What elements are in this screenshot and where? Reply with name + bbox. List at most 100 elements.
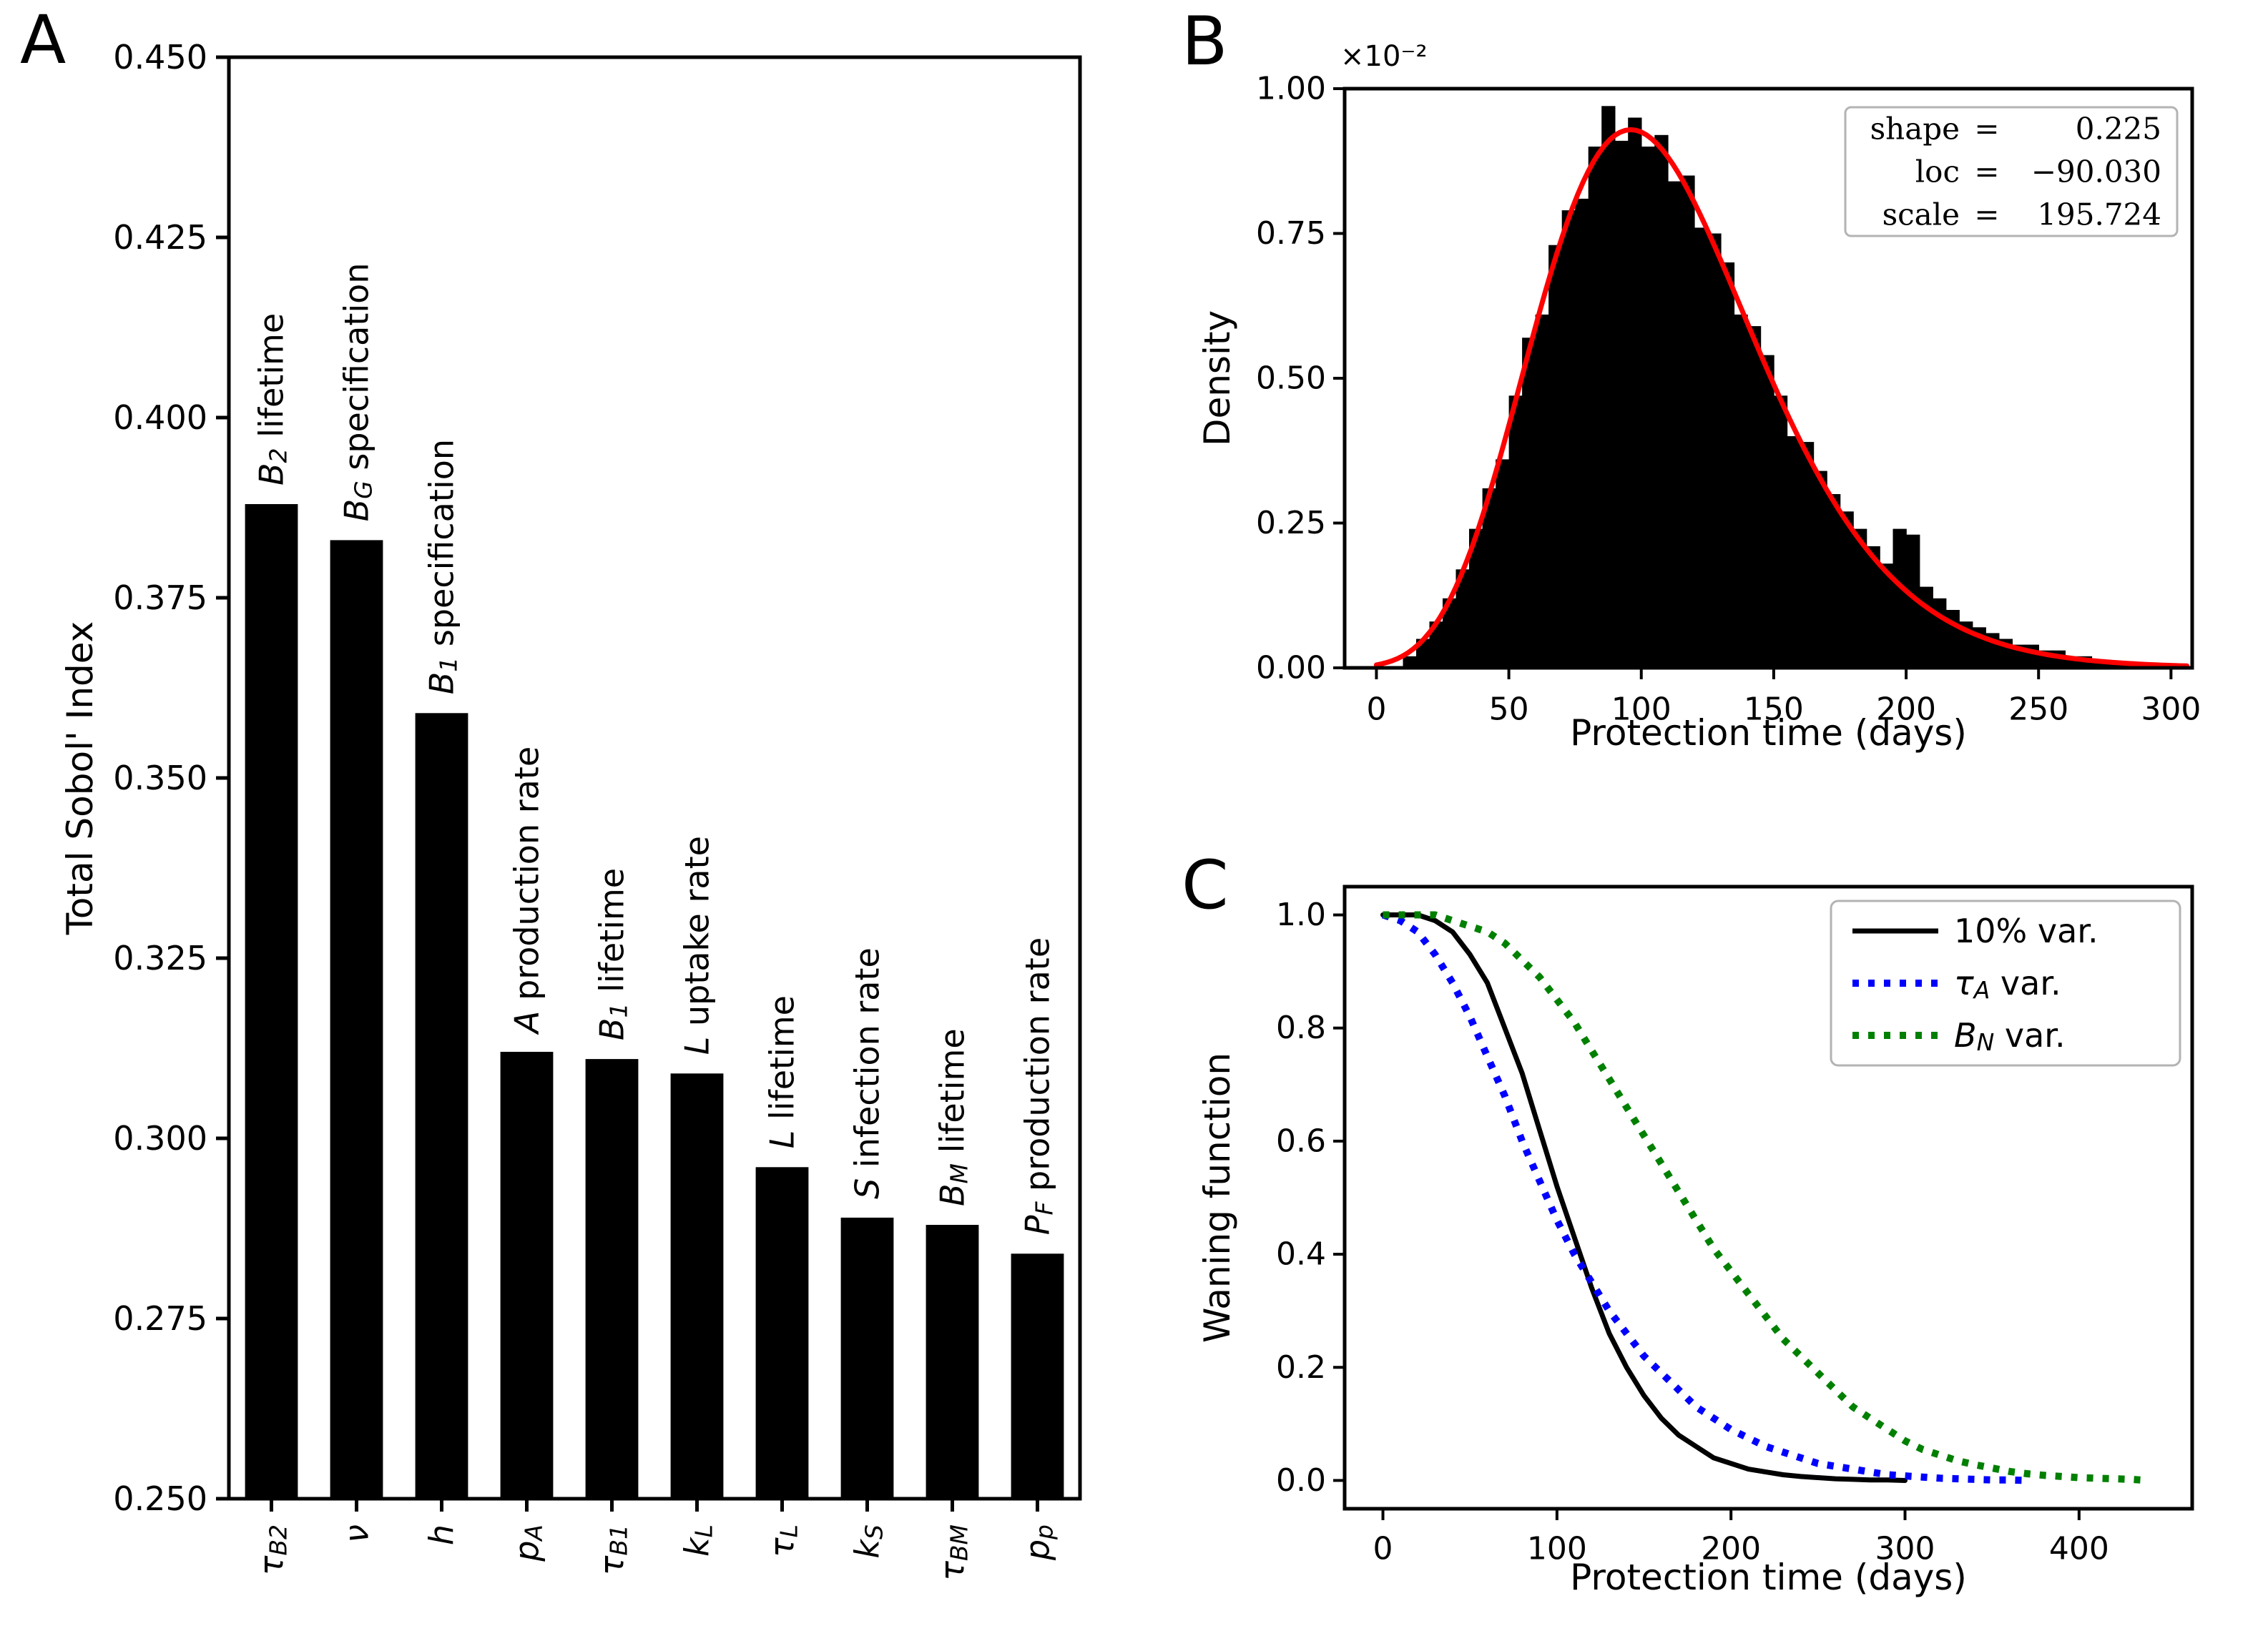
axes-frame	[1342, 885, 2194, 1511]
hist-bar	[1429, 621, 1443, 668]
bar-annotation: B2 lifetime	[252, 313, 293, 486]
y-tick-label: 0.8	[1276, 1010, 1326, 1046]
y-tick-label: 0.350	[113, 759, 207, 797]
hist-bar	[1707, 233, 1722, 668]
y-axis-label: Waning function	[1197, 1053, 1238, 1343]
y-tick-label: 0.75	[1256, 215, 1326, 252]
hist-bar	[1734, 314, 1748, 668]
x-tick-label: kL	[678, 1524, 718, 1557]
hist-bar	[1866, 546, 1880, 668]
x-tick-label: kS	[848, 1524, 888, 1559]
hist-bar	[1694, 227, 1709, 668]
hist-bar	[1535, 314, 1549, 668]
y-tick-label: 0.425	[113, 218, 207, 257]
legend-param-value: −90.030	[2031, 154, 2161, 189]
bar-annotation: PF production rate	[1018, 937, 1059, 1235]
hist-bar	[1880, 563, 1894, 668]
bar-annotation: BG specification	[338, 263, 378, 522]
hist-bar	[1601, 106, 1616, 669]
hist-bar	[1760, 355, 1774, 668]
bar-annotation: B1 lifetime	[593, 868, 633, 1040]
y-tick-label: 0.2	[1276, 1349, 1326, 1386]
legend-param-name: scale	[1882, 197, 1960, 232]
hist-bar	[1443, 598, 1457, 668]
x-tick-label: 50	[1489, 691, 1529, 728]
y-tick-label: 0.250	[113, 1479, 207, 1518]
legend-equals: =	[1974, 154, 1999, 189]
bar	[415, 713, 468, 1499]
hist-bar	[1403, 656, 1417, 668]
legend-label: 10% var.	[1954, 912, 2098, 950]
hist-bar	[1933, 598, 1947, 668]
hist-bar	[1522, 337, 1536, 668]
hist-bar	[1496, 459, 1510, 668]
bar	[245, 504, 298, 1499]
x-axis-label: Protection time (days)	[1570, 1557, 1967, 1598]
hist-bar	[1853, 528, 1867, 668]
x-tick-label: h	[423, 1524, 461, 1545]
bar-annotation: B1 specification	[423, 439, 463, 694]
y-tick-label: 0.4	[1276, 1236, 1326, 1273]
legend-param-value: 0.225	[2076, 112, 2161, 147]
hist-bar	[1681, 175, 1695, 668]
hist-bar	[1893, 528, 1907, 668]
bar	[585, 1059, 639, 1499]
series-line-2	[1383, 911, 2149, 1484]
hist-bar	[1800, 442, 1815, 668]
series-line-0	[1380, 912, 1908, 1483]
bar-annotation: L uptake rate	[678, 836, 717, 1055]
panel-b-label: B	[1182, 3, 1228, 81]
x-tick-label: τBM	[933, 1524, 973, 1581]
x-tick-label: 0	[1373, 1531, 1393, 1567]
x-tick-label: τL	[763, 1524, 803, 1557]
x-tick-label: pp	[1018, 1524, 1059, 1561]
x-tick-label: ν	[338, 1524, 376, 1543]
panel-a-label: A	[20, 1, 67, 79]
hist-bar	[1469, 528, 1483, 668]
legend-equals: =	[1974, 197, 1999, 232]
legend-label: BN var.	[1954, 1016, 2066, 1056]
y-tick-label: 0.00	[1256, 650, 1326, 686]
bar-annotation: S infection rate	[848, 947, 887, 1199]
legend-label: τA var.	[1954, 964, 2061, 1004]
hist-bar	[1720, 262, 1735, 668]
y-tick-label: 0.275	[113, 1299, 207, 1338]
fit-legend: shape = 0.225 loc = −90.030 scale = 195.724	[1844, 106, 2179, 237]
bar	[926, 1225, 979, 1499]
hist-bar	[1747, 326, 1762, 668]
x-tick-label: 100	[1611, 691, 1671, 728]
x-tick-label: τB1	[593, 1524, 633, 1575]
hist-bar	[1654, 134, 1669, 669]
fit-curve	[1373, 127, 2190, 669]
bar	[670, 1073, 724, 1499]
hist-bar	[1561, 210, 1576, 669]
bar	[755, 1167, 809, 1499]
hist-bar	[1840, 511, 1854, 668]
bar-annotation: A production rate	[508, 746, 546, 1035]
x-tick-label: 200	[1701, 1531, 1761, 1567]
hist-bar	[1588, 147, 1602, 668]
y-tick-label: 0.25	[1256, 505, 1326, 541]
y-tick-label: 0.6	[1276, 1123, 1326, 1159]
x-tick-label: τB2	[252, 1524, 293, 1575]
hist-bar	[1508, 395, 1523, 668]
hist-bar	[1575, 198, 1589, 668]
hist-bar	[1906, 534, 1920, 668]
series-legend: 10% var. τA var. BN var.	[1830, 900, 2181, 1067]
x-axis-label: Protection time (days)	[1570, 712, 1967, 754]
line-chart-group: 0 100 200 300 400 0.0 0.2 0.4 0.6 0.8 1.0 Protectio…	[1197, 885, 2194, 1598]
series-line-1	[1381, 911, 2027, 1484]
y-axis-label: Density	[1197, 310, 1238, 446]
y-tick-label: 0.400	[113, 398, 207, 437]
hist-bar	[1548, 245, 1563, 668]
sobol-index-bar-chart: B2 lifetime τB2 BG specification ν B1 specif…	[59, 38, 1082, 1581]
bar-chart-group: B2 lifetime τB2 BG specification ν B1 specif…	[59, 38, 1082, 1581]
x-tick-label: pA	[508, 1524, 548, 1562]
protection-time-histogram: 0 50 100 150 200 250 300 0.00 0.25 0.50 0.75 1.00 ×1…	[1197, 40, 2201, 754]
legend-param-value: 195.724	[2037, 197, 2161, 232]
panel-c-label: C	[1182, 847, 1229, 925]
x-tick-label: 100	[1527, 1531, 1587, 1567]
waning-function-line-chart: 0 100 200 300 400 0.0 0.2 0.4 0.6 0.8 1.0 Protectio…	[1197, 885, 2194, 1598]
y-tick-label: 0.450	[113, 38, 207, 77]
